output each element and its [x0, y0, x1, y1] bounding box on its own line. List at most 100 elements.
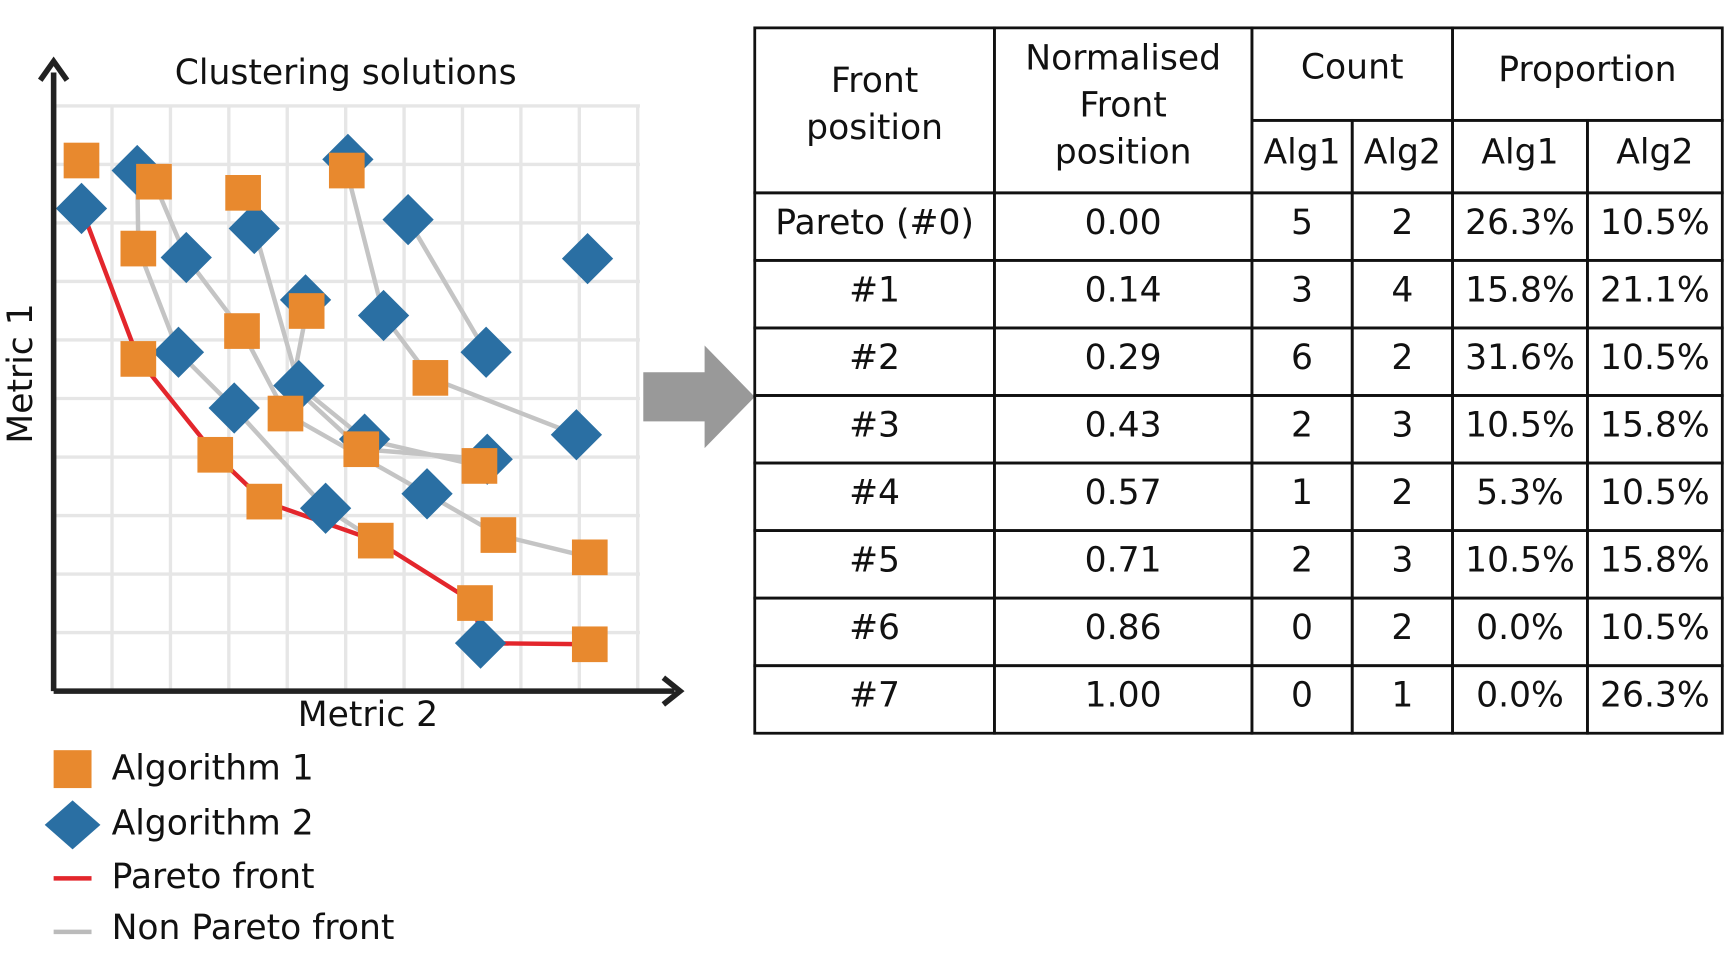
- table-text: 1: [1391, 676, 1413, 716]
- arrow: [643, 345, 755, 449]
- algorithm-1-point: [480, 517, 517, 553]
- legend: Algorithm 1 Algorithm 2 Pareto front Non…: [44, 749, 395, 948]
- non-pareto-front: [151, 180, 591, 560]
- table-text: #7: [849, 676, 900, 716]
- algorithm-2-point: [357, 289, 410, 342]
- table-text: 1.00: [1085, 676, 1162, 716]
- legend-label: Algorithm 1: [112, 749, 314, 789]
- algorithm-1-point: [246, 483, 283, 520]
- table-text: 3: [1291, 270, 1313, 310]
- algorithm-2-point: [55, 182, 108, 235]
- table-text: 2: [1391, 608, 1413, 648]
- y-label: Metric 1: [1, 303, 41, 443]
- table-text: 3: [1391, 541, 1413, 581]
- table-text: 26.3%: [1600, 676, 1710, 716]
- table-text: 10.5%: [1600, 203, 1710, 243]
- table-text: 2: [1391, 473, 1413, 513]
- algorithm-1-point: [267, 395, 304, 432]
- table-text: 0.43: [1085, 406, 1162, 446]
- table: Front position Normalised Front position Coun…: [753, 26, 1724, 735]
- algorithm-1-point: [225, 175, 261, 211]
- table-text: 3: [1391, 406, 1413, 446]
- non-pareto-front: [289, 310, 488, 462]
- algorithm-1-point: [343, 431, 380, 468]
- header-text: Front: [1079, 86, 1166, 126]
- algorithm-1-point: [357, 522, 394, 559]
- table-text: 15.8%: [1465, 270, 1575, 310]
- algorithm-2-point: [561, 232, 614, 285]
- table-text: 1: [1291, 473, 1313, 513]
- algorithm-2-point: [382, 193, 434, 246]
- table-text: 0.29: [1085, 338, 1162, 378]
- table-text: 31.6%: [1465, 338, 1575, 378]
- table-text: #6: [849, 608, 900, 648]
- algorithm-2-point: [550, 409, 603, 461]
- table-cell: [1586, 664, 1724, 735]
- table-text: 10.5%: [1465, 406, 1575, 446]
- algorithm-2-point: [401, 468, 453, 520]
- table-text: 0.86: [1085, 608, 1162, 648]
- table-text: 21.1%: [1600, 270, 1710, 310]
- table-text: 0: [1291, 676, 1313, 716]
- table-text: 4: [1391, 270, 1413, 310]
- table-text: 15.8%: [1600, 541, 1710, 581]
- legend-label: Algorithm 2: [112, 803, 314, 843]
- header-text: Proportion: [1498, 50, 1676, 90]
- algorithm-1-point: [571, 539, 608, 576]
- non-pareto-front: [406, 218, 489, 354]
- algorithm-2-point: [454, 617, 507, 669]
- table-text: #5: [849, 541, 900, 581]
- table-text: 0.57: [1085, 473, 1162, 513]
- algorithm-1-point: [120, 341, 157, 377]
- table-text: 10.5%: [1465, 541, 1575, 581]
- header-text: Count: [1301, 48, 1404, 88]
- table-text: 10.5%: [1600, 338, 1710, 378]
- algorithm-2-point: [160, 231, 212, 284]
- table-text: 0.0%: [1476, 676, 1564, 716]
- algorithm-1-point: [197, 436, 234, 473]
- table-text: 0.71: [1085, 541, 1162, 581]
- table-text: 6: [1291, 338, 1313, 378]
- table-text: 2: [1391, 203, 1413, 243]
- algorithm-1-point: [412, 360, 449, 396]
- header-text: position: [806, 108, 943, 148]
- algorithm-1-point: [224, 313, 260, 349]
- non-pareto-front: [344, 169, 578, 437]
- table-text: #4: [849, 473, 900, 513]
- algorithm-2-point: [460, 326, 512, 378]
- legend-label: Non Pareto front: [112, 908, 395, 948]
- chart-title: Clustering solutions: [175, 53, 517, 93]
- table-text: #2: [849, 338, 900, 378]
- table-text: 2: [1391, 338, 1413, 378]
- table-text: 10.5%: [1600, 473, 1710, 513]
- legend-label: Pareto front: [112, 857, 315, 897]
- algorithm-1-point: [457, 585, 493, 621]
- algorithm-1-point: [571, 626, 608, 663]
- algorithm-2-point: [152, 326, 205, 378]
- table-text: 2: [1291, 406, 1313, 446]
- table-text: Pareto (#0): [775, 203, 974, 243]
- algorithm-1-point: [63, 142, 100, 179]
- y-arrow: [37, 56, 70, 82]
- algorithm-1-point: [328, 152, 365, 189]
- table-text: 10.5%: [1600, 608, 1710, 648]
- x-arrow: [661, 675, 685, 707]
- header-text: Alg2: [1616, 132, 1693, 172]
- algorithm-1-point: [288, 293, 325, 329]
- table-text: 5.3%: [1476, 473, 1564, 513]
- header-text: Alg1: [1481, 132, 1558, 172]
- table-text: 0.00: [1085, 203, 1162, 243]
- legend-square: [53, 750, 92, 789]
- table-text: 0.0%: [1476, 608, 1564, 648]
- algorithm-2-point: [228, 202, 280, 255]
- algorithm-2-point: [299, 482, 352, 534]
- algorithm-1-point: [136, 163, 172, 200]
- table-text: 26.3%: [1465, 203, 1575, 243]
- table-text: 15.8%: [1600, 406, 1710, 446]
- header-text: position: [1055, 132, 1192, 172]
- table-text: #3: [849, 406, 900, 446]
- table-text: #1: [849, 270, 900, 310]
- algorithm-1-point: [120, 230, 157, 267]
- table-text: 2: [1291, 541, 1313, 581]
